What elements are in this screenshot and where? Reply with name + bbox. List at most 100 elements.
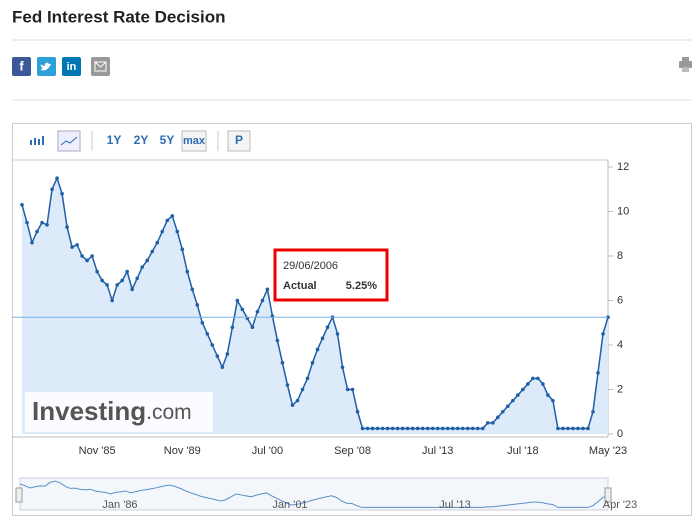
data-point [591, 409, 595, 414]
data-point [255, 309, 260, 314]
data-point [516, 393, 520, 397]
navigator-handle[interactable] [15, 487, 23, 503]
data-point [445, 426, 450, 431]
line-chart-button[interactable] [57, 130, 81, 152]
data-point [561, 426, 565, 431]
data-point [60, 191, 64, 196]
linkedin-button[interactable] [62, 57, 81, 76]
data-point [300, 387, 305, 392]
data-point [365, 426, 370, 431]
range-button[interactable]: max [183, 135, 206, 147]
range-button-box[interactable] [181, 130, 207, 152]
data-point [455, 426, 460, 431]
print-button[interactable] [679, 57, 692, 72]
data-point [40, 220, 44, 225]
data-point [496, 415, 500, 420]
data-point [480, 426, 485, 431]
data-point [295, 398, 300, 403]
watermark-bg [25, 392, 213, 432]
tooltip-date: 29/06/2006 [283, 260, 338, 272]
y-tick-label: 6 [617, 294, 623, 306]
bar-chart-button[interactable] [30, 136, 44, 145]
tooltip-value: 5.25% [346, 280, 377, 292]
navigator-label: Jul '13 [439, 499, 470, 511]
data-point [210, 343, 215, 347]
data-point [135, 276, 139, 281]
facebook-icon: f [19, 58, 24, 73]
data-point [531, 376, 535, 381]
data-point [260, 298, 265, 303]
area-fill [22, 178, 608, 434]
data-point [335, 332, 340, 336]
navigator-label: Jan '86 [102, 499, 137, 511]
data-point [340, 365, 345, 370]
tooltip [273, 248, 389, 302]
data-point [435, 426, 440, 431]
data-point [285, 383, 290, 387]
data-point [581, 426, 585, 431]
data-point [165, 218, 170, 223]
data-point [195, 303, 200, 307]
range-button[interactable]: 2Y [134, 133, 149, 147]
data-point [35, 229, 39, 234]
x-tick-label: Sep '08 [334, 445, 371, 457]
data-point [155, 240, 160, 245]
data-point [375, 426, 380, 431]
data-point [110, 298, 114, 303]
range-button[interactable]: 5Y [160, 133, 175, 147]
data-point [105, 283, 109, 287]
y-tick-label: 4 [617, 339, 623, 351]
data-point [20, 203, 24, 207]
data-point [420, 426, 425, 431]
data-point [215, 354, 220, 358]
data-point [551, 398, 555, 403]
data-point [275, 338, 280, 343]
data-point [290, 403, 295, 407]
print-chart-label: P [235, 133, 243, 147]
x-tick-label: Jul '18 [507, 445, 538, 457]
data-point [95, 269, 99, 274]
data-point [45, 223, 49, 227]
data-point [521, 387, 525, 392]
data-point [160, 229, 165, 234]
data-point [440, 426, 445, 431]
range-button[interactable]: 1Y [107, 133, 122, 147]
data-point [90, 254, 94, 258]
data-point [170, 214, 175, 218]
data-point [511, 398, 515, 403]
watermark-suffix: .com [146, 401, 192, 424]
data-point [55, 176, 59, 180]
data-point [410, 426, 415, 431]
data-point [80, 254, 84, 258]
data-point [601, 332, 605, 336]
navigator-handle[interactable] [604, 487, 612, 503]
line [21, 176, 609, 430]
data-point [425, 426, 430, 431]
navigator-label: Jan '01 [272, 499, 307, 511]
data-point [185, 269, 190, 274]
data-point [526, 382, 530, 386]
data-point [390, 426, 395, 431]
email-icon [94, 61, 107, 72]
data-point [70, 245, 74, 249]
navigator-line [19, 480, 609, 508]
page-title: Fed Interest Rate Decision [12, 7, 226, 26]
y-tick-label: 2 [617, 383, 623, 395]
data-point [225, 352, 230, 356]
line-chart-icon [60, 136, 78, 146]
data-point [491, 421, 495, 425]
data-point [240, 307, 245, 312]
watermark-brand: Investing [32, 396, 146, 426]
print-chart-button[interactable] [227, 130, 251, 152]
data-point [220, 365, 225, 370]
y-tick-label: 0 [617, 428, 623, 440]
linkedin-icon: in [67, 61, 77, 73]
data-point [150, 249, 155, 254]
data-point [325, 325, 330, 330]
facebook-button[interactable] [12, 57, 31, 76]
data-point [190, 287, 195, 292]
data-point [501, 409, 505, 414]
data-point [145, 258, 150, 263]
data-point [140, 265, 145, 269]
